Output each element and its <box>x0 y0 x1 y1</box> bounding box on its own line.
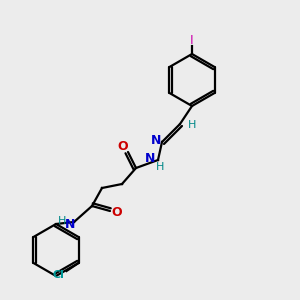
Text: O: O <box>112 206 122 220</box>
Text: H: H <box>156 162 164 172</box>
Text: H: H <box>58 216 66 226</box>
Text: I: I <box>190 34 194 46</box>
Text: O: O <box>118 140 128 152</box>
Text: Cl: Cl <box>52 270 64 280</box>
Text: N: N <box>65 218 75 230</box>
Text: H: H <box>188 120 196 130</box>
Text: N: N <box>145 152 155 166</box>
Text: N: N <box>151 134 161 146</box>
